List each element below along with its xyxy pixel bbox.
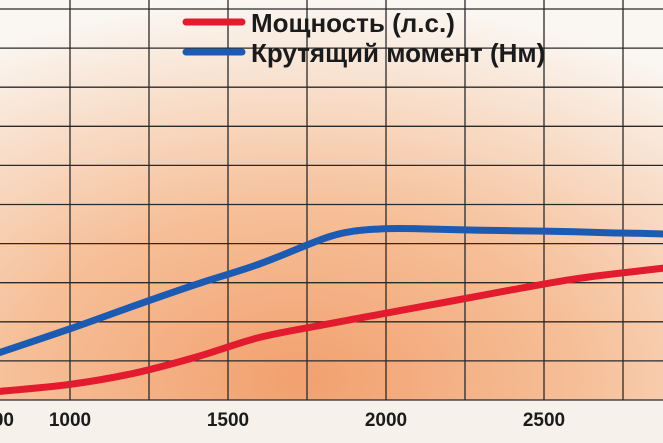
legend-label-power: Мощность (л.с.) [251,8,455,38]
x-tick-label: 2000 [365,410,407,431]
axis-band [0,400,663,443]
series-line-torque [0,225,663,357]
x-tick-label: 00 [0,410,14,431]
x-tick-label: 1500 [207,410,249,431]
legend-label-torque: Крутящий момент (Нм) [251,38,545,68]
legend: Мощность (л.с.) Крутящий момент (Нм) [182,8,545,68]
plot-background [0,0,663,400]
x-axis-ticks: 0010001500200025003000350040004500 [0,410,565,431]
x-tick-label: 1000 [49,410,91,431]
series-layer [0,225,663,395]
series-line-power [0,264,663,395]
x-tick-label: 2500 [523,410,565,431]
